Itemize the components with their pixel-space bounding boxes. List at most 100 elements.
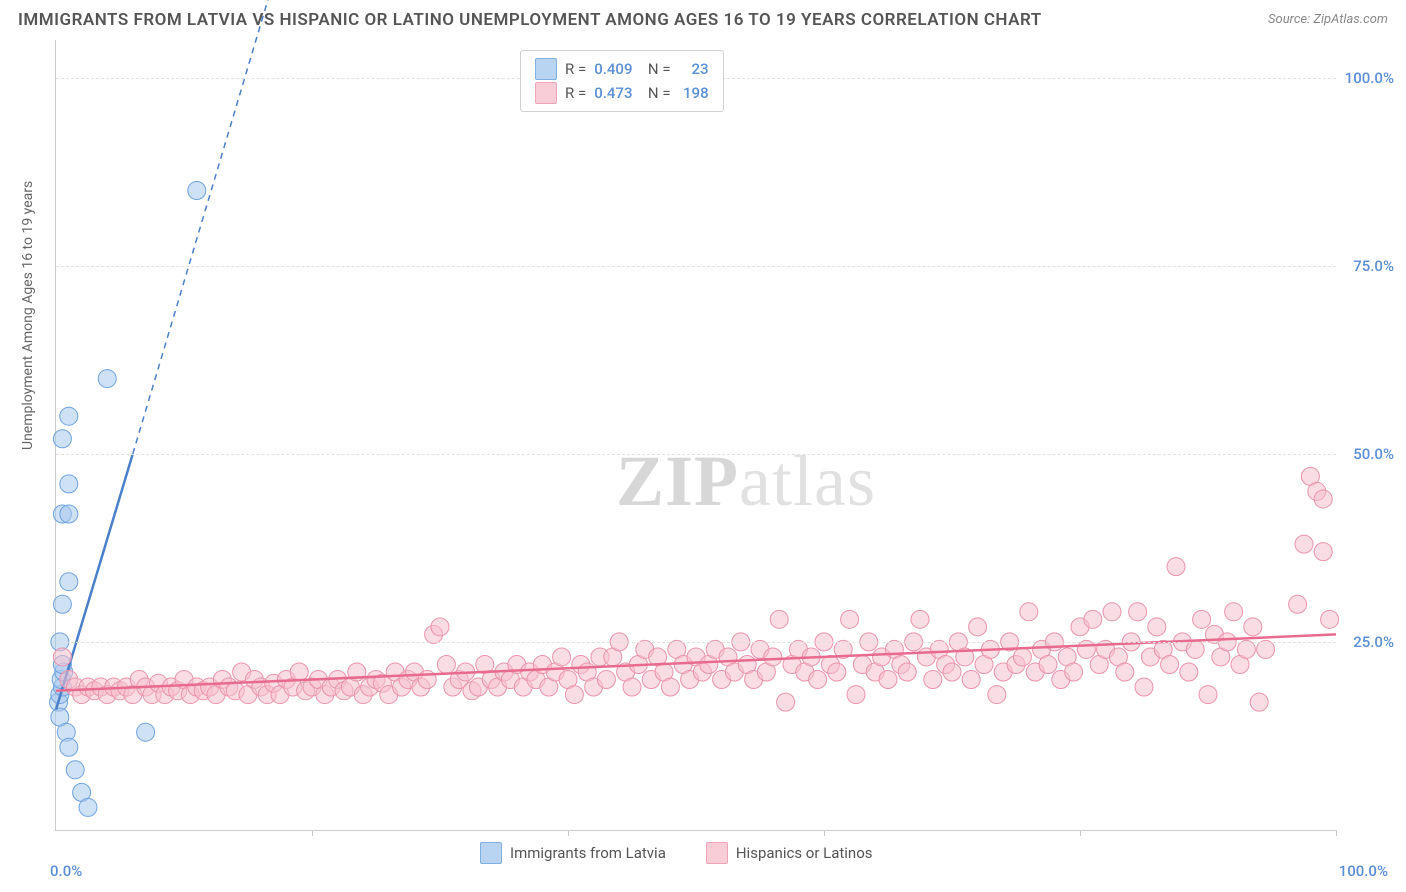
data-point <box>962 671 980 689</box>
data-point <box>60 573 78 591</box>
data-point <box>1084 610 1102 628</box>
data-point <box>1289 595 1307 613</box>
data-point <box>437 655 455 673</box>
data-point <box>1135 678 1153 696</box>
data-point <box>1244 618 1262 636</box>
data-point <box>597 671 615 689</box>
legend-n-value: 198 <box>679 81 709 105</box>
legend-series-label: Immigrants from Latvia <box>510 844 666 862</box>
legend-n-label: N = <box>640 57 670 81</box>
chart-plot-area: ZIPatlas <box>55 40 1336 831</box>
legend-series-item: Immigrants from Latvia <box>480 842 666 864</box>
data-point <box>137 723 155 741</box>
data-point <box>1116 663 1134 681</box>
data-point <box>777 693 795 711</box>
data-point <box>1148 618 1166 636</box>
x-max-label: 100.0% <box>1339 862 1388 880</box>
data-point <box>1295 535 1313 553</box>
correlation-legend: R = 0.409 N = 23R = 0.473 N = 198 <box>520 50 724 112</box>
data-point <box>1250 693 1268 711</box>
data-point <box>98 370 116 388</box>
data-point <box>809 671 827 689</box>
legend-swatch <box>535 58 557 80</box>
chart-title: IMMIGRANTS FROM LATVIA VS HISPANIC OR LA… <box>18 10 1042 30</box>
data-point <box>60 505 78 523</box>
legend-r-value: 0.473 <box>594 81 632 105</box>
data-point <box>1257 640 1275 658</box>
x-origin-label: 0.0% <box>50 862 82 880</box>
data-point <box>1314 490 1332 508</box>
data-point <box>1020 603 1038 621</box>
data-point <box>828 663 846 681</box>
data-point <box>53 595 71 613</box>
data-point <box>553 648 571 666</box>
data-point <box>924 671 942 689</box>
data-point <box>911 610 929 628</box>
data-point <box>1225 603 1243 621</box>
y-tick-label: 50.0% <box>1353 445 1394 463</box>
data-point <box>53 648 71 666</box>
data-point <box>1077 640 1095 658</box>
legend-r-label: R = <box>565 57 586 81</box>
data-point <box>1321 610 1339 628</box>
data-point <box>53 430 71 448</box>
source-attribution: Source: ZipAtlas.com <box>1268 12 1388 27</box>
y-tick-label: 75.0% <box>1353 257 1394 275</box>
legend-r-value: 0.409 <box>594 57 632 81</box>
grid-line <box>56 266 1336 267</box>
data-point <box>1237 640 1255 658</box>
legend-series-item: Hispanics or Latinos <box>706 842 873 864</box>
legend-series-label: Hispanics or Latinos <box>736 844 873 862</box>
scatter-plot-svg <box>56 40 1336 830</box>
data-point <box>1180 663 1198 681</box>
legend-r-label: R = <box>565 81 586 105</box>
data-point <box>898 663 916 681</box>
data-point <box>764 648 782 666</box>
data-point <box>1314 543 1332 561</box>
data-point <box>1193 610 1211 628</box>
data-point <box>1039 655 1057 673</box>
data-point <box>661 678 679 696</box>
x-tick <box>824 830 825 836</box>
data-point <box>66 761 84 779</box>
x-tick <box>1336 830 1337 836</box>
legend-n-label: N = <box>640 81 670 105</box>
x-tick <box>312 830 313 836</box>
series-legend: Immigrants from Latvia Hispanics or Latin… <box>480 842 873 864</box>
data-point <box>1103 603 1121 621</box>
y-axis-label: Unemployment Among Ages 16 to 19 years <box>20 181 36 450</box>
legend-swatch <box>535 82 557 104</box>
grid-line <box>56 642 1336 643</box>
grid-line <box>56 454 1336 455</box>
data-point <box>60 407 78 425</box>
x-tick <box>568 830 569 836</box>
data-point <box>1186 640 1204 658</box>
trend-line-extrapolated <box>133 0 312 454</box>
data-point <box>1199 686 1217 704</box>
legend-swatch <box>706 842 728 864</box>
data-point <box>988 686 1006 704</box>
data-point <box>60 738 78 756</box>
legend-n-value: 23 <box>679 57 709 81</box>
legend-swatch <box>480 842 502 864</box>
data-point <box>1129 603 1147 621</box>
y-tick-label: 100.0% <box>1345 69 1394 87</box>
y-tick-label: 25.0% <box>1353 633 1394 651</box>
data-point <box>565 686 583 704</box>
legend-correlation-row: R = 0.473 N = 198 <box>535 81 709 105</box>
data-point <box>847 686 865 704</box>
data-point <box>770 610 788 628</box>
data-point <box>60 475 78 493</box>
data-point <box>290 663 308 681</box>
data-point <box>943 663 961 681</box>
data-point <box>1161 655 1179 673</box>
data-point <box>188 181 206 199</box>
data-point <box>431 618 449 636</box>
legend-correlation-row: R = 0.409 N = 23 <box>535 57 709 81</box>
data-point <box>879 671 897 689</box>
data-point <box>841 610 859 628</box>
data-point <box>969 618 987 636</box>
data-point <box>1065 663 1083 681</box>
data-point <box>79 798 97 816</box>
x-tick <box>1080 830 1081 836</box>
